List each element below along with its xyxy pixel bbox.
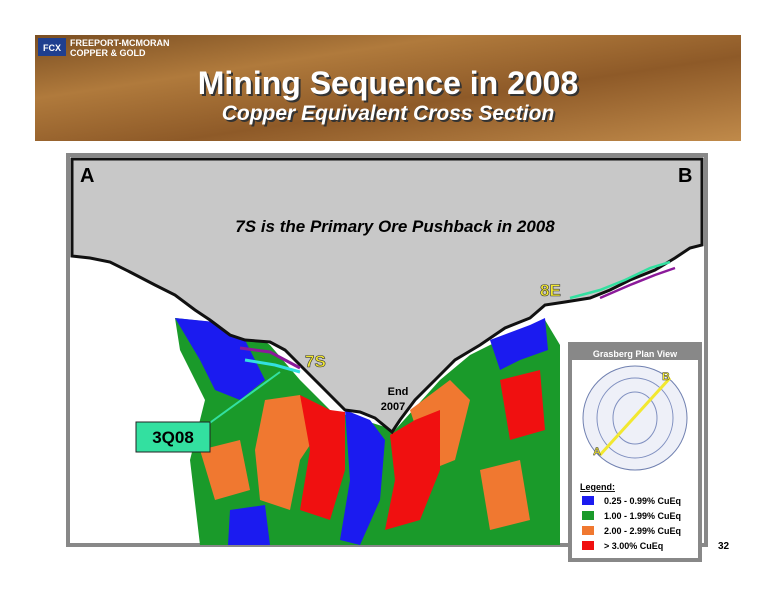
- header-banner: [35, 35, 741, 141]
- legend-swatch: [582, 541, 594, 550]
- company-name: COPPER & GOLD: [70, 48, 146, 58]
- logo-mark: [38, 38, 66, 56]
- legend-swatch: [582, 496, 594, 505]
- pushback-line: [599, 266, 676, 300]
- ore-body: [175, 318, 560, 545]
- title-shadow: Mining Sequence in 2008: [200, 67, 581, 103]
- subtitle: Copper Equivalent Cross Section: [222, 102, 555, 125]
- section-heading: 7S is the Primary Ore Pushback in 2008: [235, 217, 555, 236]
- legend-title: Legend:: [580, 482, 615, 492]
- section-line: [598, 376, 672, 457]
- pushback-line: [569, 260, 671, 300]
- pushback-label: 7S: [305, 352, 326, 371]
- legend-item: > 3.00% CuEq: [604, 541, 663, 551]
- legend-swatch: [582, 526, 594, 535]
- section-end-label: B: [678, 165, 692, 187]
- page-number: 32: [718, 541, 730, 552]
- callout-line: [199, 371, 281, 431]
- legend-item: 0.25 - 0.99% CuEq: [604, 496, 681, 506]
- plan-view: [612, 391, 658, 445]
- subtitle-shadow: Copper Equivalent Cross Section: [224, 104, 557, 127]
- plan-view: [596, 377, 674, 459]
- pushback-line: [244, 358, 301, 374]
- legend-swatch: [582, 511, 594, 520]
- end-label: 2007: [381, 401, 405, 413]
- legend-item: 2.00 - 2.99% CuEq: [604, 526, 681, 536]
- legend: 0.25 - 0.99% CuEq 1.00 - 1.99% CuEq 2.00…: [582, 496, 681, 551]
- legend-item: 1.00 - 1.99% CuEq: [604, 511, 681, 521]
- title: Mining Sequence in 2008: [198, 65, 579, 101]
- pushback-line: [239, 346, 301, 370]
- company-name: FREEPORT-MCMORAN: [70, 38, 170, 48]
- inset-point: B: [662, 371, 670, 383]
- quarter-box: [135, 421, 211, 453]
- logo-glyph: FCX: [43, 43, 61, 53]
- pit-outline: [70, 157, 704, 435]
- section-end-label: A: [80, 165, 94, 187]
- inset-title: Grasberg Plan View: [593, 349, 678, 359]
- inset-point: A: [593, 446, 601, 458]
- inset-header: [572, 346, 698, 360]
- pushback-label: 8E: [540, 281, 561, 300]
- end-label: End: [388, 386, 409, 398]
- quarter-label: 3Q08: [152, 428, 194, 447]
